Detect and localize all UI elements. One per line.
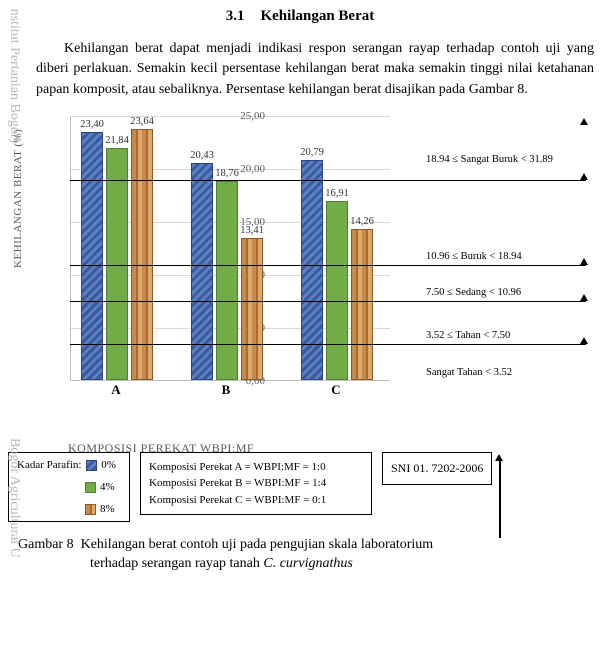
- chart-container: KEHILANGAN BERAT (%) 23,4021,8423,64A20,…: [18, 108, 590, 418]
- caption-label: Gambar 8: [18, 537, 74, 552]
- legend-row: Kadar Parafin: 0% 4% 8% Komposisi Pereka…: [8, 452, 594, 522]
- legend-parafin-8: 8%: [100, 503, 115, 515]
- section-heading: 3.1 Kehilangan Berat: [0, 8, 600, 25]
- sni-pointer-line: [499, 460, 501, 538]
- bar: [131, 129, 153, 380]
- section-title: Kehilangan Berat: [260, 8, 374, 24]
- section-number: 3.1: [226, 8, 245, 24]
- bar: [216, 181, 238, 380]
- threshold-label: 18.94 ≤ Sangat Buruk < 31.89: [426, 154, 553, 165]
- y-tick: 25,00: [240, 110, 265, 122]
- legend-parafin-title: Kadar Parafin:: [17, 459, 81, 471]
- legend-komposisi: Komposisi Perekat A = WBPI:MF = 1:0 Komp…: [140, 452, 372, 516]
- bar: [191, 163, 213, 380]
- grid-line: [71, 116, 390, 117]
- swatch-8: [85, 504, 96, 515]
- threshold-line: [70, 301, 586, 302]
- legend-parafin-0: 0%: [101, 459, 116, 471]
- bar-value-label: 14,26: [342, 216, 382, 227]
- y-axis-label: KEHILANGAN BERAT (%): [12, 129, 24, 268]
- threshold-line: [70, 180, 586, 181]
- threshold-label: 7.50 ≤ Sedang < 10.96: [426, 287, 521, 298]
- bar: [241, 238, 263, 380]
- threshold-label: 3.52 ≤ Tahan < 7.50: [426, 330, 510, 341]
- threshold-arrow: [580, 258, 588, 265]
- swatch-4: [85, 482, 96, 493]
- caption-species: C. curvignathus: [263, 556, 352, 571]
- y-tick: 20,00: [240, 163, 265, 175]
- bar-value-label: 20,43: [182, 150, 222, 161]
- komposisi-c: Komposisi Perekat C = WBPI:MF = 0:1: [149, 492, 363, 509]
- bar-value-label: 16,91: [317, 188, 357, 199]
- threshold-arrow: [580, 118, 588, 125]
- komposisi-b: Komposisi Perekat B = WBPI:MF = 1:4: [149, 475, 363, 492]
- bar: [326, 201, 348, 380]
- threshold-arrow: [580, 337, 588, 344]
- body-paragraph: Kehilangan berat dapat menjadi indikasi …: [36, 39, 594, 100]
- caption-line2: terhadap serangan rayap tanah: [90, 556, 263, 571]
- y-tick: 15,00: [240, 216, 265, 228]
- komposisi-a: Komposisi Perekat A = WBPI:MF = 1:0: [149, 459, 363, 476]
- threshold-label: 10.96 ≤ Buruk < 18.94: [426, 251, 522, 262]
- legend-parafin-4: 4%: [100, 481, 115, 493]
- figure-caption: Gambar 8 Kehilangan berat contoh uji pad…: [18, 536, 594, 574]
- bar-value-label: 20,79: [292, 147, 332, 158]
- legend-parafin: Kadar Parafin: 0% 4% 8%: [8, 452, 130, 522]
- swatch-0: [86, 460, 97, 471]
- x-axis-label: KOMPOSISI PEREKAT WBPI:MF: [68, 441, 254, 456]
- legend-sni: SNI 01. 7202-2006: [382, 452, 492, 485]
- plot-area: 23,4021,8423,64A20,4318,7613,41B20,7916,…: [70, 116, 390, 381]
- threshold-line: [70, 265, 586, 266]
- threshold-line: [70, 344, 586, 345]
- bar-value-label: 23,40: [72, 119, 112, 130]
- threshold-arrow: [580, 173, 588, 180]
- threshold-arrow: [580, 294, 588, 301]
- bar: [301, 160, 323, 380]
- bar-value-label: 23,64: [122, 116, 162, 127]
- x-category-label: C: [296, 382, 376, 398]
- sni-arrow: [495, 454, 503, 461]
- bar: [351, 229, 373, 380]
- threshold-label: Sangat Tahan < 3.52: [426, 367, 512, 378]
- x-category-label: A: [76, 382, 156, 398]
- caption-line1: Kehilangan berat contoh uji pada penguji…: [81, 537, 434, 552]
